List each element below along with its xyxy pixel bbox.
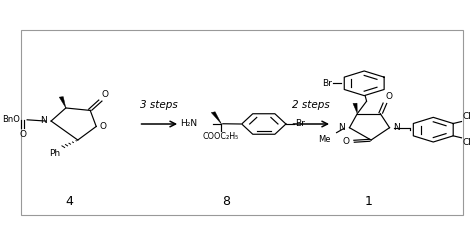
Text: N: N bbox=[40, 116, 46, 125]
Text: 4: 4 bbox=[65, 195, 73, 208]
Text: 2 steps: 2 steps bbox=[292, 100, 330, 110]
Text: O: O bbox=[342, 137, 349, 146]
Text: 1: 1 bbox=[365, 195, 373, 208]
Polygon shape bbox=[353, 103, 357, 114]
Text: O: O bbox=[101, 90, 108, 99]
Text: BnO: BnO bbox=[2, 115, 20, 124]
Text: 8: 8 bbox=[222, 195, 230, 208]
Bar bbox=[21, 30, 463, 215]
Text: COOC₂H₅: COOC₂H₅ bbox=[202, 132, 239, 141]
Text: Me: Me bbox=[319, 135, 331, 144]
Text: O: O bbox=[19, 130, 26, 139]
Text: Cl: Cl bbox=[463, 112, 471, 121]
Text: N: N bbox=[393, 123, 400, 132]
Text: 3 steps: 3 steps bbox=[140, 100, 178, 110]
Text: Br: Br bbox=[322, 79, 332, 88]
Text: N: N bbox=[338, 123, 345, 132]
Text: O: O bbox=[386, 92, 393, 101]
Text: O: O bbox=[100, 122, 107, 131]
Polygon shape bbox=[59, 97, 66, 108]
Text: Ph: Ph bbox=[49, 149, 60, 158]
Text: H₂N: H₂N bbox=[181, 119, 198, 127]
Text: Cl: Cl bbox=[463, 138, 471, 147]
Polygon shape bbox=[211, 112, 221, 124]
Text: Br: Br bbox=[295, 120, 305, 128]
